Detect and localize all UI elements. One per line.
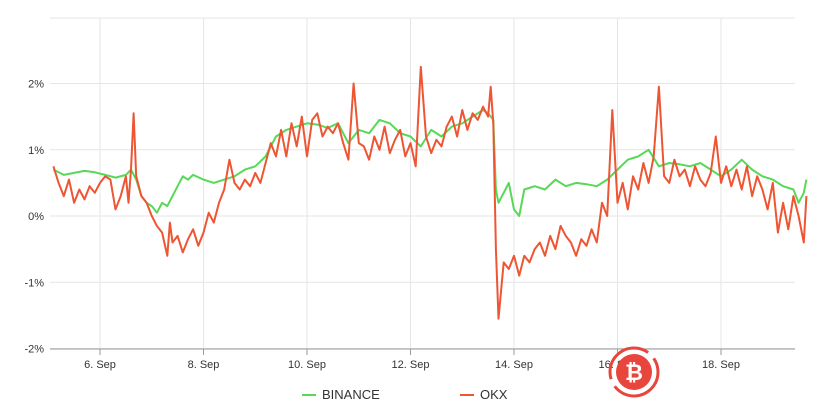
- legend-label-binance: BINANCE: [322, 387, 380, 402]
- legend-swatch-binance: [302, 393, 316, 396]
- series-line-okx[interactable]: [52, 65, 808, 320]
- legend-item-okx[interactable]: OKX: [460, 387, 507, 402]
- tick-labels: 2% 1% 0% -1% -2% 6. Sep 8. Sep 10. Sep 12. Sep 14…: [24, 79, 740, 372]
- y-tick-label: 0%: [28, 211, 44, 223]
- y-tick-label: 1%: [28, 145, 44, 157]
- legend-item-binance[interactable]: BINANCE: [302, 387, 380, 402]
- series-lines: [52, 65, 808, 320]
- x-tick-label: 18. Sep: [702, 359, 740, 371]
- series-line-binance[interactable]: [52, 109, 808, 217]
- x-tick-label: 10. Sep: [288, 359, 326, 371]
- legend-swatch-okx: [460, 393, 474, 396]
- axes: [50, 348, 795, 355]
- svg-text:₿: ₿: [625, 361, 643, 386]
- x-tick-label: 14. Sep: [495, 359, 533, 371]
- chart: 2% 1% 0% -1% -2% 6. Sep 8. Sep 10. Sep 12. Sep 14…: [24, 17, 808, 372]
- legend-label-okx: OKX: [480, 387, 508, 402]
- y-tick-label: -2%: [24, 344, 44, 356]
- x-tick-label: 12. Sep: [392, 359, 430, 371]
- y-tick-label: 2%: [28, 79, 44, 91]
- legend: BINANCE OKX: [0, 384, 828, 408]
- bitcoin-logo-icon: ₿: [608, 346, 660, 398]
- x-tick-label: 8. Sep: [188, 359, 220, 371]
- y-tick-label: -1%: [24, 277, 44, 289]
- x-tick-label: 6. Sep: [84, 359, 116, 371]
- grid-lines: [50, 17, 795, 349]
